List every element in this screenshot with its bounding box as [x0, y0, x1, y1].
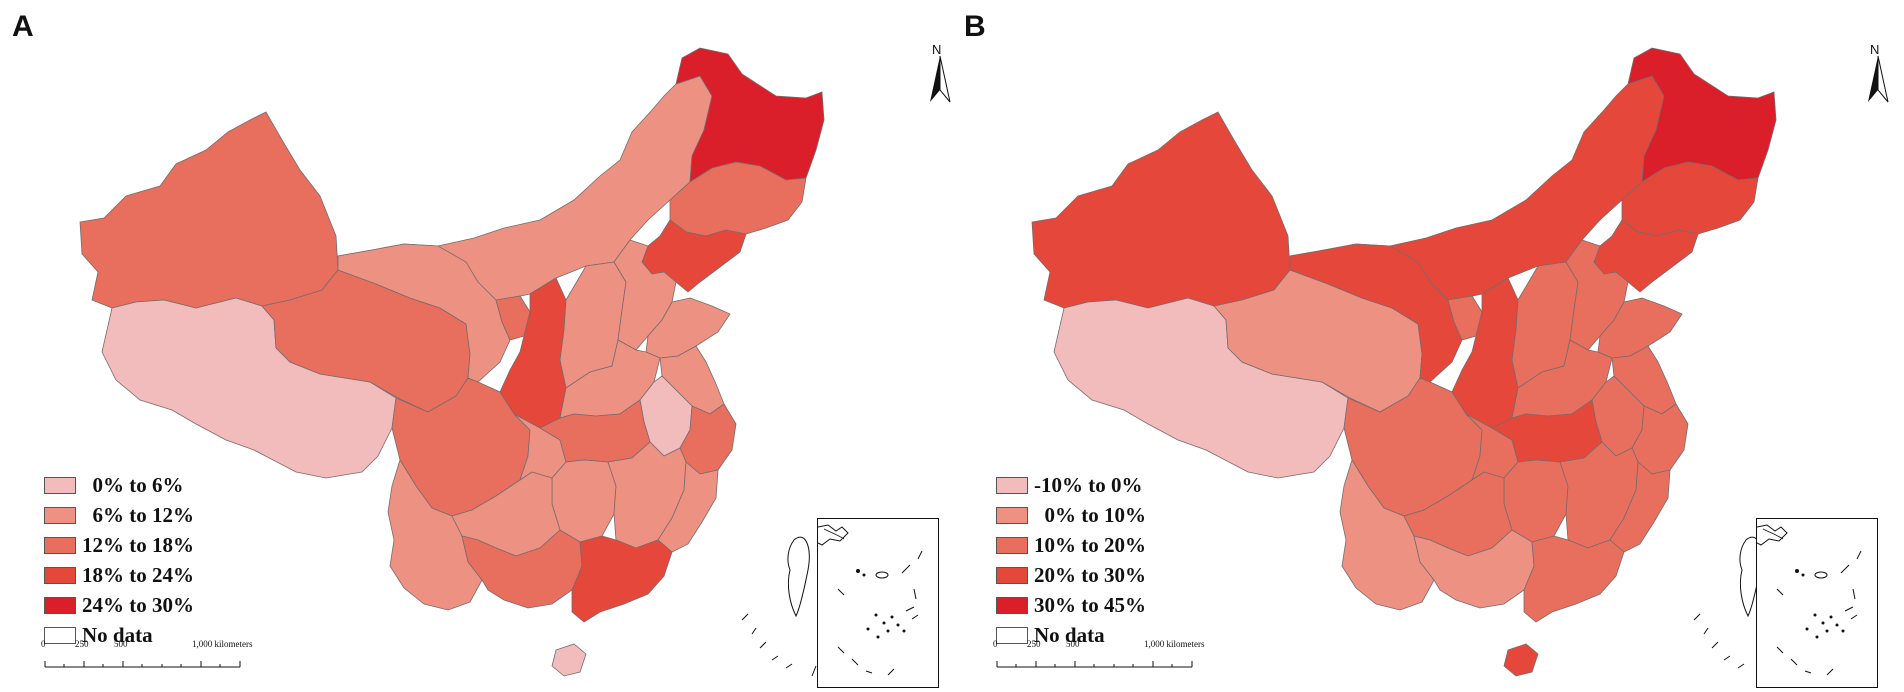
province-gansu: [337, 243, 511, 383]
province-xinjiang: [79, 111, 339, 309]
legend-label: 0% to 10%: [1034, 503, 1147, 527]
legend-label: 6% to 12%: [82, 503, 195, 527]
scale-bar: 0 250 500 1,000 kilometers: [993, 639, 1216, 675]
island-mark: [1693, 613, 1701, 621]
province-yunnan: [1339, 459, 1435, 611]
province-yunnan: [387, 459, 483, 611]
island-mark: [811, 665, 817, 677]
legend-swatch: [44, 567, 76, 584]
scale-bar-line: [996, 661, 1193, 668]
province-hainan: [1503, 643, 1539, 677]
island-mark: [785, 663, 793, 669]
island-mark: [771, 655, 779, 661]
legend-label: 0% to 6%: [82, 473, 184, 497]
map-panel-a: A 0% to 6% 6% to 12% 12% to 18% 18% to 2…: [12, 10, 954, 688]
legend-label: 12% to 18%: [82, 533, 194, 557]
province-guangxi: [1413, 529, 1535, 609]
scale-bar-line: [44, 661, 241, 668]
province-gansu: [1289, 243, 1463, 383]
scale-tick-label: 1,000 kilometers: [1144, 639, 1205, 649]
north-arrow: N: [1864, 42, 1892, 109]
scale-tick-label: 0: [993, 639, 998, 649]
legend-swatch: [44, 597, 76, 614]
legend-label: 20% to 30%: [1034, 563, 1146, 587]
map-panel-b: B -10% to 0% 0% to 10% 10% to 20% 20% to…: [952, 0, 1904, 692]
legend-swatch: [996, 507, 1028, 524]
north-arrow: N: [926, 42, 954, 109]
legend-label: 18% to 24%: [82, 563, 194, 587]
scale-tick-label: 500: [1066, 639, 1080, 649]
legend-swatch: [996, 597, 1028, 614]
north-letter: N: [1870, 42, 1880, 57]
island-mark: [1737, 663, 1745, 669]
province-hainan: [551, 643, 587, 677]
legend-swatch: [44, 507, 76, 524]
island-mark: [741, 613, 749, 621]
legend-label: 24% to 30%: [82, 593, 194, 617]
scale-bar: 0 250 500 1,000 kilometers: [41, 639, 264, 675]
scale-tick-label: 0: [41, 639, 46, 649]
south-china-sea-inset: [817, 518, 939, 688]
province-hunan: [1503, 459, 1569, 543]
province-guangxi: [461, 529, 583, 609]
province-fujian: [1609, 461, 1671, 553]
scale-tick-label: 250: [1027, 639, 1041, 649]
scale-tick-label: 1,000 kilometers: [192, 639, 253, 649]
inset-map: [817, 524, 923, 676]
legend-label: -10% to 0%: [1034, 473, 1143, 497]
scale-tick-label: 500: [114, 639, 128, 649]
legend-label: No data: [82, 623, 153, 647]
legend-swatch: [996, 477, 1028, 494]
province-fujian: [657, 461, 719, 553]
north-arrow-icon: [930, 55, 951, 103]
island-mark: [1711, 641, 1719, 649]
south-china-sea-inset: [1756, 518, 1878, 688]
province-guangdong: [1523, 535, 1625, 623]
province-xinjiang: [1031, 111, 1291, 309]
taiwan-outline: [787, 536, 810, 618]
north-arrow-icon: [1868, 55, 1889, 103]
province-guangdong: [571, 535, 673, 623]
china-map: [79, 47, 825, 677]
legend-swatch: [44, 537, 76, 554]
north-letter: N: [932, 42, 942, 57]
island-mark: [1703, 627, 1709, 635]
legend-swatch: [996, 627, 1028, 644]
province-hunan: [551, 459, 617, 543]
island-mark: [751, 627, 757, 635]
legend-label: 30% to 45%: [1034, 593, 1146, 617]
legend-swatch: [996, 537, 1028, 554]
island-mark: [1723, 655, 1731, 661]
inset-map: [1756, 524, 1862, 676]
china-map: [1031, 47, 1777, 677]
scale-tick-label: 250: [75, 639, 89, 649]
legend-swatch: [996, 567, 1028, 584]
legend-label: 10% to 20%: [1034, 533, 1146, 557]
panel-letter: A: [12, 10, 34, 43]
island-mark: [759, 641, 767, 649]
panel-letter: B: [964, 10, 986, 43]
legend-swatch: [44, 627, 76, 644]
legend-swatch: [44, 477, 76, 494]
legend-label: No data: [1034, 623, 1105, 647]
